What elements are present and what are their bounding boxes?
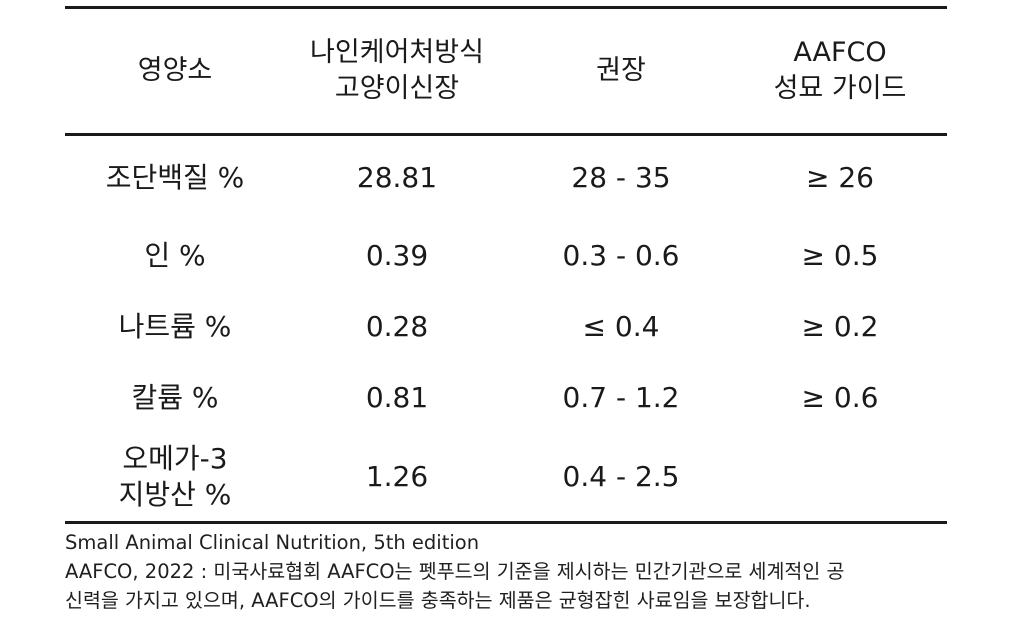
header-product: 나인케어처방식 고양이신장 bbox=[285, 9, 509, 133]
nutrient-label: 칼륨 % bbox=[131, 380, 219, 414]
cell-recommended: 0.3 - 0.6 bbox=[562, 238, 680, 272]
table-row: 조단백질 % 28.81 28 - 35 ≥ 26 bbox=[65, 136, 947, 220]
header-recommended: 권장 bbox=[509, 9, 733, 133]
nutrient-label-line2: 지방산 % bbox=[118, 478, 232, 511]
nutrient-label: 나트륨 % bbox=[118, 309, 232, 343]
nutrient-label: 조단백질 % bbox=[105, 161, 245, 194]
nutrition-table: 영양소 나인케어처방식 고양이신장 권장 AAFCO 성묘 가이드 bbox=[65, 9, 947, 133]
cell-nutrient: 조단백질 % bbox=[65, 136, 285, 220]
nutrition-comparison-table: 영양소 나인케어처방식 고양이신장 권장 AAFCO 성묘 가이드 조단백질 % bbox=[65, 6, 947, 524]
cell-aafco bbox=[733, 433, 947, 521]
cell-recommended: 0.7 - 1.2 bbox=[562, 380, 680, 414]
footnote-note-line1: AAFCO, 2022 : 미국사료협회 AAFCO는 펫푸드의 기준을 제시하… bbox=[65, 560, 845, 583]
footnote-note-line2: 신력을 가지고 있으며, AAFCO의 가이드를 충족하는 제품은 균형잡힌 사… bbox=[65, 589, 811, 612]
table-row: 인 % 0.39 0.3 - 0.6 ≥ 0.5 bbox=[65, 220, 947, 291]
cell-nutrient: 오메가-3 지방산 % bbox=[65, 433, 285, 521]
cell-product: 1.26 bbox=[365, 460, 429, 493]
cell-product: 28.81 bbox=[356, 161, 438, 194]
cell-product: 0.28 bbox=[365, 309, 429, 343]
footnote: Small Animal Clinical Nutrition, 5th edi… bbox=[65, 528, 965, 615]
table-row: 나트륨 % 0.28 ≤ 0.4 ≥ 0.2 bbox=[65, 291, 947, 362]
table-header-rule bbox=[65, 133, 947, 136]
cell-nutrient: 칼륨 % bbox=[65, 362, 285, 433]
table-row: 칼륨 % 0.81 0.7 - 1.2 ≥ 0.6 bbox=[65, 362, 947, 433]
cell-nutrient: 인 % bbox=[65, 220, 285, 291]
header-product-line2: 고양이신장 bbox=[334, 73, 460, 104]
nutrient-label: 인 % bbox=[144, 238, 206, 272]
table-bottom-rule bbox=[65, 521, 947, 524]
header-aafco: AAFCO 성묘 가이드 bbox=[733, 9, 947, 133]
cell-recommended: ≤ 0.4 bbox=[582, 309, 660, 343]
cell-product: 0.81 bbox=[365, 380, 429, 414]
footnote-source: Small Animal Clinical Nutrition, 5th edi… bbox=[65, 531, 480, 554]
header-product-line1: 나인케어처방식 bbox=[310, 37, 484, 68]
cell-recommended: 0.4 - 2.5 bbox=[562, 460, 680, 493]
cell-aafco: ≥ 0.6 bbox=[801, 380, 879, 414]
cell-nutrient: 나트륨 % bbox=[65, 291, 285, 362]
header-aafco-line1: AAFCO bbox=[793, 37, 887, 68]
cell-product: 0.39 bbox=[365, 238, 429, 272]
header-nutrient: 영양소 bbox=[65, 9, 285, 133]
header-nutrient-text: 영양소 bbox=[137, 55, 213, 86]
table-header: 영양소 나인케어처방식 고양이신장 권장 AAFCO 성묘 가이드 bbox=[65, 9, 947, 133]
cell-aafco: ≥ 0.5 bbox=[801, 238, 879, 272]
header-recommended-text: 권장 bbox=[596, 55, 646, 86]
nutrition-table-body: 조단백질 % 28.81 28 - 35 ≥ 26 인 % 0.39 0.3 -… bbox=[65, 136, 947, 521]
cell-aafco: ≥ 0.2 bbox=[801, 309, 879, 343]
table-top-rule bbox=[65, 6, 947, 9]
cell-recommended: 28 - 35 bbox=[571, 161, 671, 194]
cell-aafco: ≥ 26 bbox=[806, 161, 874, 194]
header-aafco-line2: 성묘 가이드 bbox=[773, 73, 907, 104]
nutrient-label-line1: 오메가-3 bbox=[122, 442, 228, 475]
table-row: 오메가-3 지방산 % 1.26 0.4 - 2.5 bbox=[65, 433, 947, 521]
